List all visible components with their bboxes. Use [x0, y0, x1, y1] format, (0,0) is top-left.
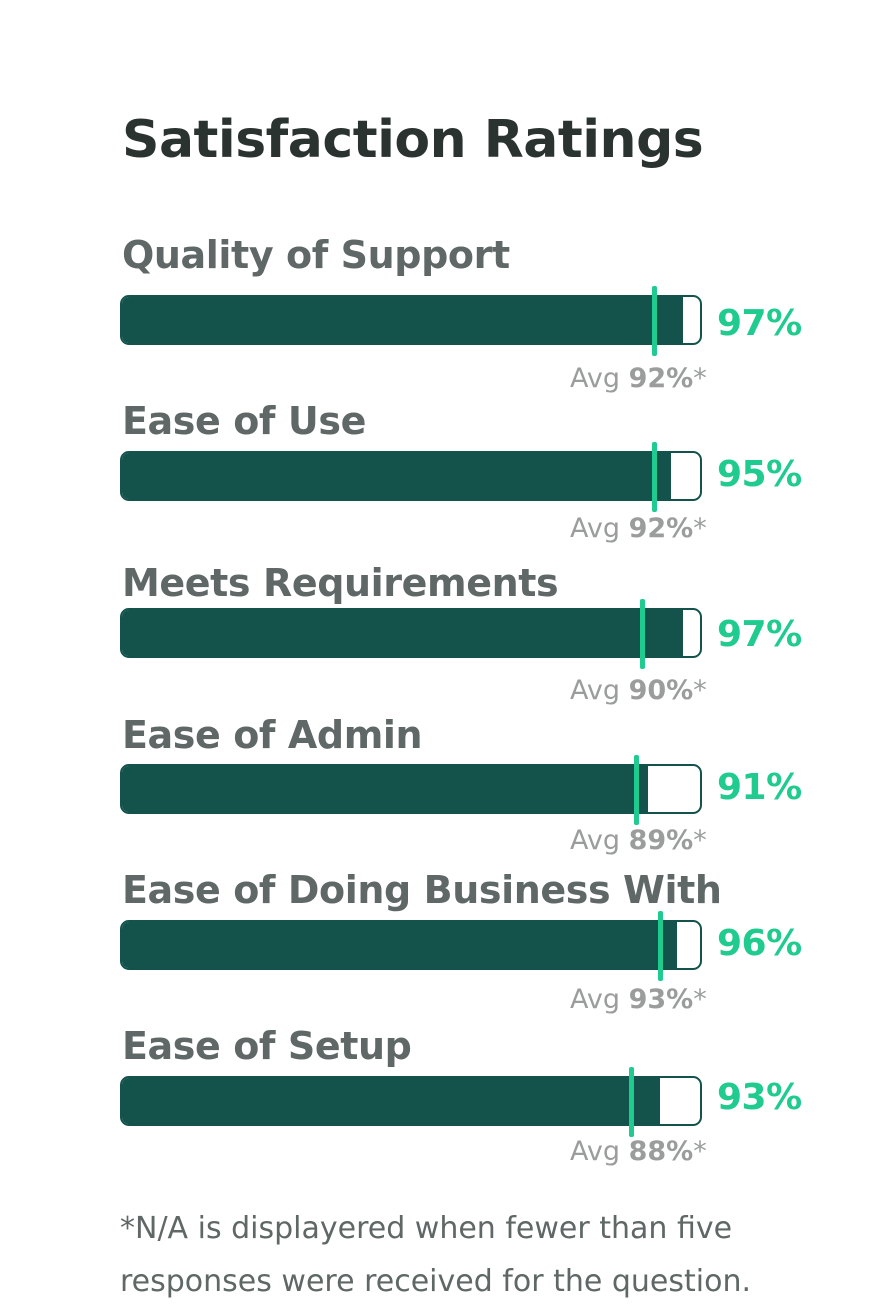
- rating-label: Ease of Admin: [122, 713, 423, 757]
- average-value: 92%: [628, 363, 694, 394]
- average-marker: [651, 286, 657, 356]
- average-label: Avg 92%*: [570, 513, 707, 545]
- rating-row: Quality of Support 97% Avg 92%*: [0, 233, 892, 395]
- average-marker: [640, 599, 646, 669]
- average-value: 93%: [628, 984, 694, 1015]
- rating-bar-track: [120, 295, 702, 345]
- rating-bar: [122, 766, 648, 812]
- chart-title: Satisfaction Ratings: [122, 110, 704, 170]
- rating-bar-track: [120, 451, 702, 501]
- rating-value: 95%: [717, 454, 802, 495]
- average-value: 88%: [628, 1136, 694, 1167]
- average-label: Avg 93%*: [570, 984, 707, 1016]
- average-marker: [657, 911, 663, 981]
- average-label: Avg 89%*: [570, 825, 707, 857]
- average-footnote-marker: *: [693, 984, 707, 1015]
- average-marker: [634, 755, 640, 825]
- average-marker: [628, 1067, 634, 1137]
- average-prefix: Avg: [570, 825, 629, 856]
- average-value: 89%: [628, 825, 694, 856]
- average-footnote-marker: *: [693, 675, 707, 706]
- rating-bar: [122, 453, 672, 499]
- rating-value: 96%: [717, 923, 802, 964]
- rating-row: Ease of Doing Business With 96% Avg 93%*: [0, 868, 892, 1028]
- rating-row: Ease of Setup 93% Avg 88%*: [0, 1024, 892, 1184]
- average-label: Avg 92%*: [570, 363, 707, 395]
- average-prefix: Avg: [570, 513, 629, 544]
- average-footnote-marker: *: [693, 1136, 707, 1167]
- average-label: Avg 88%*: [570, 1136, 707, 1168]
- rating-label: Ease of Setup: [122, 1024, 412, 1068]
- rating-value: 91%: [717, 767, 802, 808]
- average-prefix: Avg: [570, 1136, 629, 1167]
- rating-label: Meets Requirements: [122, 561, 559, 605]
- rating-bar-track: [120, 764, 702, 814]
- average-value: 90%: [628, 675, 694, 706]
- rating-value: 97%: [717, 614, 802, 655]
- rating-bar-track: [120, 608, 702, 658]
- rating-bar-track: [120, 1076, 702, 1126]
- rating-label: Ease of Use: [122, 399, 366, 443]
- average-label: Avg 90%*: [570, 675, 707, 707]
- rating-label: Quality of Support: [122, 233, 510, 277]
- rating-bar: [122, 1078, 660, 1124]
- average-footnote-marker: *: [693, 363, 707, 394]
- rating-bar: [122, 922, 677, 968]
- average-prefix: Avg: [570, 984, 629, 1015]
- rating-row: Ease of Admin 91% Avg 89%*: [0, 713, 892, 873]
- rating-label: Ease of Doing Business With: [122, 868, 722, 912]
- rating-row: Ease of Use 95% Avg 92%*: [0, 399, 892, 559]
- average-prefix: Avg: [570, 363, 629, 394]
- rating-row: Meets Requirements 97% Avg 90%*: [0, 561, 892, 721]
- footnote: *N/A is displayered when fewer than five…: [120, 1211, 751, 1299]
- average-footnote-marker: *: [693, 825, 707, 856]
- average-prefix: Avg: [570, 675, 629, 706]
- rating-value: 97%: [717, 303, 802, 344]
- average-value: 92%: [628, 513, 694, 544]
- rating-bar: [122, 297, 683, 343]
- average-marker: [651, 442, 657, 512]
- average-footnote-marker: *: [693, 513, 707, 544]
- rating-value: 93%: [717, 1077, 802, 1118]
- rating-bar: [122, 610, 683, 656]
- rating-bar-track: [120, 920, 702, 970]
